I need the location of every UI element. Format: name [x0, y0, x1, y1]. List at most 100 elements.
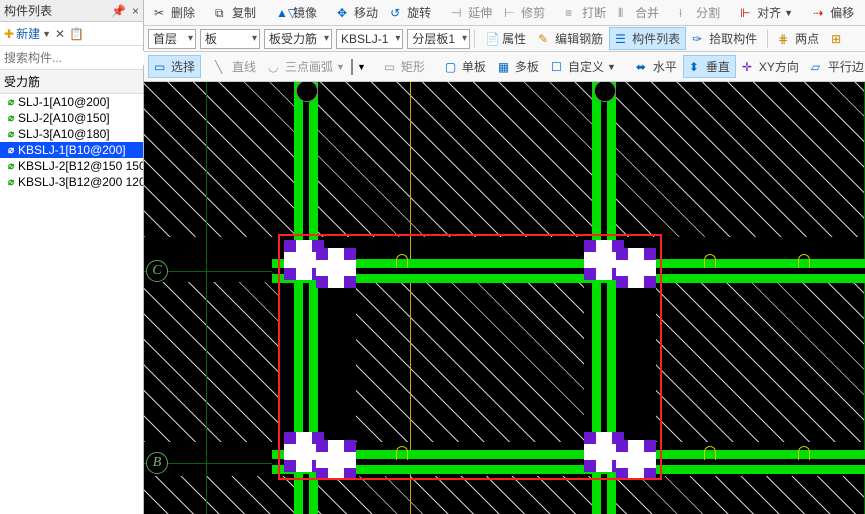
- component-list-panel: 构件列表 📌 × ✚ 新建 ▼ ✕ 📋 🔍 受力筋 ⌀SLJ-1[A10@200…: [0, 0, 144, 514]
- rebar-anchor: [396, 254, 408, 268]
- offset-icon: ⇢: [813, 6, 827, 20]
- rect-button[interactable]: ▭矩形: [378, 55, 431, 78]
- rebar-icon: ⌀: [8, 129, 14, 140]
- twopt-button[interactable]: ⋕两点: [772, 27, 825, 50]
- pencil-icon: ✎: [538, 32, 552, 46]
- vert-icon: ⬍: [689, 60, 703, 74]
- rebar-icon: ⌀: [8, 177, 14, 188]
- horiz-button[interactable]: ⬌水平: [630, 55, 683, 78]
- split-icon: ⟊: [679, 6, 693, 20]
- split-button[interactable]: ⟊分割: [673, 1, 726, 24]
- custom-button[interactable]: ☐自定义▼: [545, 55, 622, 78]
- hatch-region: [656, 282, 865, 442]
- props-icon: 📄: [485, 32, 499, 46]
- plate-dropdown[interactable]: 板: [200, 29, 260, 49]
- parallel-button[interactable]: ▱平行边: [805, 55, 865, 78]
- offset-button[interactable]: ⇢偏移: [807, 1, 860, 24]
- delete-button[interactable]: ✂删除: [148, 1, 201, 24]
- rebar-anchor: [396, 446, 408, 460]
- merge-icon: ⫴: [618, 6, 632, 20]
- tree-item[interactable]: ⌀ KBSLJ-1[B10@200]: [0, 142, 143, 158]
- tree-item[interactable]: ⌀ SLJ-3[A10@180]: [0, 126, 143, 142]
- kbslj-dropdown[interactable]: KBSLJ-1: [336, 29, 403, 49]
- toolbar-edit: ✂删除 ⧉复制 ▲▽镜像 ✥移动 ↺旋转 ⊣延伸 ⊢修剪 ≡打断 ⫴合并 ⟊分割…: [144, 0, 865, 26]
- panel-title: 构件列表: [4, 2, 52, 19]
- parallel-icon: ▱: [811, 60, 825, 74]
- merge-button[interactable]: ⫴合并: [612, 1, 665, 24]
- rotate-button[interactable]: ↺旋转: [384, 1, 437, 24]
- complist-button[interactable]: ☰构件列表: [609, 27, 686, 50]
- rebar-anchor: [704, 254, 716, 268]
- pin-icon[interactable]: 📌: [111, 4, 126, 18]
- horiz-icon: ⬌: [636, 60, 650, 74]
- single-icon: ▢: [445, 60, 459, 74]
- copy-button[interactable]: ⧉复制: [209, 1, 262, 24]
- tree-item[interactable]: ⌀ SLJ-2[A10@150]: [0, 110, 143, 126]
- tree-item[interactable]: ⌀ KBSLJ-3[B12@200 1200]: [0, 174, 143, 190]
- rebar-icon: ⌀: [8, 161, 14, 172]
- align-icon: ⊩: [740, 6, 754, 20]
- grid-button[interactable]: ⊞: [825, 29, 851, 49]
- tree-item-label: KBSLJ-3[B12@200 1200]: [18, 175, 143, 189]
- list-icon: ☰: [615, 32, 629, 46]
- select-button[interactable]: ▭选择: [148, 55, 201, 78]
- grid-icon: ⊞: [831, 32, 845, 46]
- tree-item[interactable]: ⌀ KBSLJ-2[B12@150 1500]: [0, 158, 143, 174]
- chevron-down-icon: ▼: [42, 29, 51, 39]
- align-button[interactable]: ⊩对齐▼: [734, 1, 799, 24]
- grid-bubble-c: C: [146, 260, 168, 282]
- rebar-icon: ⌀: [8, 145, 14, 156]
- eyedrop-icon: ✑: [692, 32, 706, 46]
- multi-button[interactable]: ▦多板: [492, 55, 545, 78]
- xydir-button[interactable]: ✛XY方向: [736, 55, 805, 78]
- rebar-anchor: [704, 446, 716, 460]
- trim-icon: ⊢: [504, 6, 518, 20]
- props-button[interactable]: 📄属性: [479, 27, 532, 50]
- new-button-label: 新建: [16, 25, 40, 42]
- toolbar-context: 首层 板 板受力筋 KBSLJ-1 分层板1 📄属性 ✎编辑钢筋 ☰构件列表 ✑…: [144, 26, 865, 52]
- hatch-region: [144, 476, 865, 514]
- copy-icon[interactable]: 📋: [69, 27, 84, 41]
- search-input[interactable]: [0, 51, 163, 65]
- xy-icon: ✛: [742, 60, 756, 74]
- delete-icon[interactable]: ✕: [55, 27, 65, 41]
- pick-button[interactable]: ✑拾取构件: [686, 27, 763, 50]
- new-button[interactable]: ✚ 新建 ▼: [4, 25, 51, 42]
- plus-icon: ✚: [4, 27, 14, 41]
- toolbar-draw: ▭选择 ╲直线 ◡三点画弧▼ ▼ ▭矩形 ▢单板 ▦多板 ☐自定义▼ ⬌水平 ⬍…: [144, 52, 865, 82]
- line-button[interactable]: ╲直线: [209, 55, 262, 78]
- tree-item[interactable]: ⌀ SLJ-1[A10@200]: [0, 94, 143, 110]
- break-button[interactable]: ≡打断: [559, 1, 612, 24]
- copy-icon: ⧉: [215, 6, 229, 20]
- vert-button[interactable]: ⬍垂直: [683, 55, 736, 78]
- twopt-icon: ⋕: [778, 32, 792, 46]
- close-icon[interactable]: ×: [132, 4, 139, 18]
- tree-item-label: SLJ-3[A10@180]: [18, 127, 110, 141]
- tree-item-label: KBSLJ-1[B10@200]: [18, 143, 126, 157]
- rect-icon: ▭: [384, 60, 398, 74]
- extend-button[interactable]: ⊣延伸: [445, 1, 498, 24]
- move-button[interactable]: ✥移动: [331, 1, 384, 24]
- tree-item-label: KBSLJ-2[B12@150 1500]: [18, 159, 143, 173]
- rebar-icon: ⌀: [8, 113, 14, 124]
- mirror-button[interactable]: ▲▽镜像: [270, 1, 323, 24]
- edit-rebar-button[interactable]: ✎编辑钢筋: [532, 27, 609, 50]
- rebar-anchor: [798, 254, 810, 268]
- hatch-region: [144, 282, 279, 442]
- multi-icon: ▦: [498, 60, 512, 74]
- single-button[interactable]: ▢单板: [439, 55, 492, 78]
- drawing-canvas[interactable]: CB: [144, 82, 865, 514]
- arc-button[interactable]: ◡三点画弧▼: [262, 55, 351, 78]
- tree-item-label: SLJ-2[A10@150]: [18, 111, 110, 125]
- hatch-region: [144, 82, 865, 237]
- rebar-icon: ⌀: [8, 97, 14, 108]
- delete-icon: ✂: [154, 6, 168, 20]
- rebar-anchor: [798, 446, 810, 460]
- tree-item-label: SLJ-1[A10@200]: [18, 95, 110, 109]
- layer-dropdown[interactable]: 首层: [148, 29, 196, 49]
- trim-button[interactable]: ⊢修剪: [498, 1, 551, 24]
- layered-dropdown[interactable]: 分层板1: [407, 29, 470, 49]
- rebar-dropdown[interactable]: 板受力筋: [264, 29, 332, 49]
- rotate-icon: ↺: [390, 6, 404, 20]
- line-icon: ╲: [215, 60, 229, 74]
